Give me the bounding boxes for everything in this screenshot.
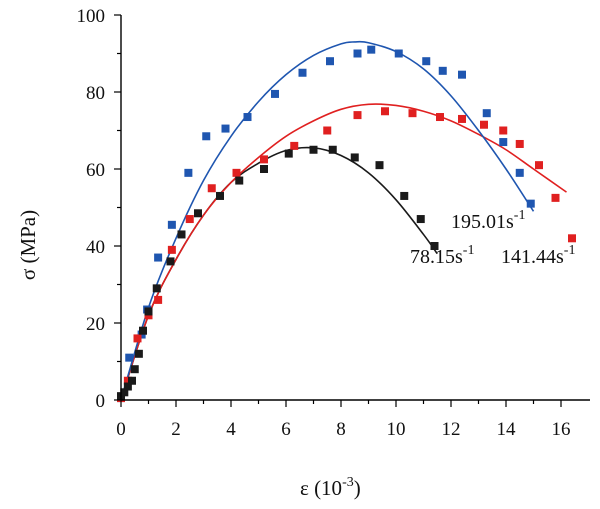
data-point-series-3 bbox=[438, 66, 447, 75]
data-point-series-3 bbox=[394, 49, 403, 58]
data-point-series-1 bbox=[375, 161, 384, 170]
data-point-series-1 bbox=[328, 145, 337, 154]
data-point-series-1 bbox=[128, 376, 136, 385]
data-points bbox=[117, 45, 576, 403]
data-point-series-1 bbox=[139, 326, 147, 335]
x-tick-label: 0 bbox=[116, 419, 126, 440]
data-point-series-2 bbox=[232, 168, 241, 177]
data-point-series-3 bbox=[326, 57, 334, 66]
data-point-series-1 bbox=[235, 176, 244, 185]
data-point-series-2 bbox=[154, 295, 163, 304]
data-point-series-1 bbox=[416, 215, 425, 224]
data-point-series-1 bbox=[194, 209, 202, 218]
data-point-series-1 bbox=[177, 230, 186, 239]
data-point-series-3 bbox=[499, 138, 508, 147]
data-point-series-1 bbox=[130, 365, 139, 374]
label-141-44: 141.44s-1 bbox=[501, 243, 575, 268]
data-point-series-1 bbox=[260, 165, 268, 173]
data-point-series-3 bbox=[367, 45, 376, 54]
data-point-series-1 bbox=[430, 242, 439, 250]
x-tick-label: 6 bbox=[281, 419, 291, 440]
data-point-series-2 bbox=[381, 107, 389, 116]
data-point-series-1 bbox=[350, 153, 359, 162]
y-tick-label: 40 bbox=[86, 237, 105, 258]
data-point-series-1 bbox=[284, 149, 293, 158]
x-tick-label: 2 bbox=[171, 419, 181, 440]
data-point-series-2 bbox=[458, 114, 466, 123]
data-point-series-2 bbox=[123, 376, 132, 385]
data-point-series-2 bbox=[167, 245, 176, 254]
data-point-series-1 bbox=[134, 349, 143, 358]
data-point-series-1 bbox=[120, 388, 129, 397]
x-axis-title: ε (10-3) bbox=[300, 475, 361, 500]
data-point-series-1 bbox=[400, 191, 409, 200]
y-tick-label: 20 bbox=[86, 314, 105, 335]
data-point-series-2 bbox=[499, 126, 508, 135]
data-point-series-2 bbox=[408, 109, 417, 118]
data-point-series-1 bbox=[166, 257, 175, 266]
data-point-series-1 bbox=[216, 191, 224, 200]
data-point-series-3 bbox=[526, 199, 535, 208]
data-point-series-2 bbox=[480, 120, 488, 129]
data-point-series-1 bbox=[144, 307, 153, 316]
data-point-series-3 bbox=[515, 168, 524, 177]
data-point-series-3 bbox=[154, 253, 163, 262]
fit-curve-series-2 bbox=[120, 103, 567, 401]
x-tick-label: 10 bbox=[387, 419, 406, 440]
data-point-series-3 bbox=[221, 124, 230, 133]
data-point-series-3 bbox=[482, 109, 491, 118]
data-point-series-3 bbox=[184, 168, 193, 177]
data-point-series-3 bbox=[202, 132, 211, 141]
data-point-series-2 bbox=[133, 334, 142, 343]
x-tick-label: 12 bbox=[442, 419, 461, 440]
data-point-series-3 bbox=[243, 113, 252, 122]
data-point-series-2 bbox=[535, 161, 543, 170]
label-195-01: 195.01s-1 bbox=[451, 208, 525, 233]
data-point-series-3 bbox=[271, 89, 279, 98]
x-tick-label: 8 bbox=[336, 419, 346, 440]
y-tick-label: 100 bbox=[77, 6, 106, 27]
data-point-series-2 bbox=[353, 111, 362, 120]
data-point-series-2 bbox=[323, 126, 332, 135]
data-point-series-1 bbox=[309, 145, 318, 154]
y-axis-title: σ (MPa) bbox=[16, 210, 40, 280]
label-78-15: 78.15s-1 bbox=[410, 243, 474, 268]
data-point-series-1 bbox=[152, 284, 161, 293]
data-point-series-3 bbox=[167, 220, 176, 229]
axis-ticks: 0 2 4 6 8 10 12 14 16 0 20 40 60 80 100 bbox=[77, 6, 571, 440]
data-point-series-2 bbox=[207, 184, 216, 193]
data-point-series-3 bbox=[125, 353, 134, 362]
data-point-series-2 bbox=[436, 113, 444, 122]
data-point-series-2 bbox=[185, 215, 194, 224]
data-point-series-1 bbox=[123, 382, 132, 391]
data-point-series-3 bbox=[353, 49, 362, 58]
data-point-series-3 bbox=[298, 68, 307, 77]
data-point-series-2 bbox=[551, 193, 560, 202]
data-point-series-2 bbox=[568, 234, 576, 243]
x-tick-label: 4 bbox=[226, 419, 236, 440]
data-point-series-3 bbox=[458, 70, 466, 79]
data-point-series-2 bbox=[260, 155, 268, 164]
plot-area bbox=[117, 40, 576, 403]
y-tick-label: 60 bbox=[86, 160, 105, 181]
x-tick-label: 16 bbox=[552, 419, 571, 440]
y-tick-label: 0 bbox=[96, 391, 106, 412]
data-point-series-3 bbox=[422, 57, 431, 66]
x-tick-label: 14 bbox=[497, 419, 517, 440]
y-tick-label: 80 bbox=[86, 83, 105, 104]
data-point-series-2 bbox=[290, 141, 299, 150]
data-point-series-2 bbox=[515, 139, 524, 148]
